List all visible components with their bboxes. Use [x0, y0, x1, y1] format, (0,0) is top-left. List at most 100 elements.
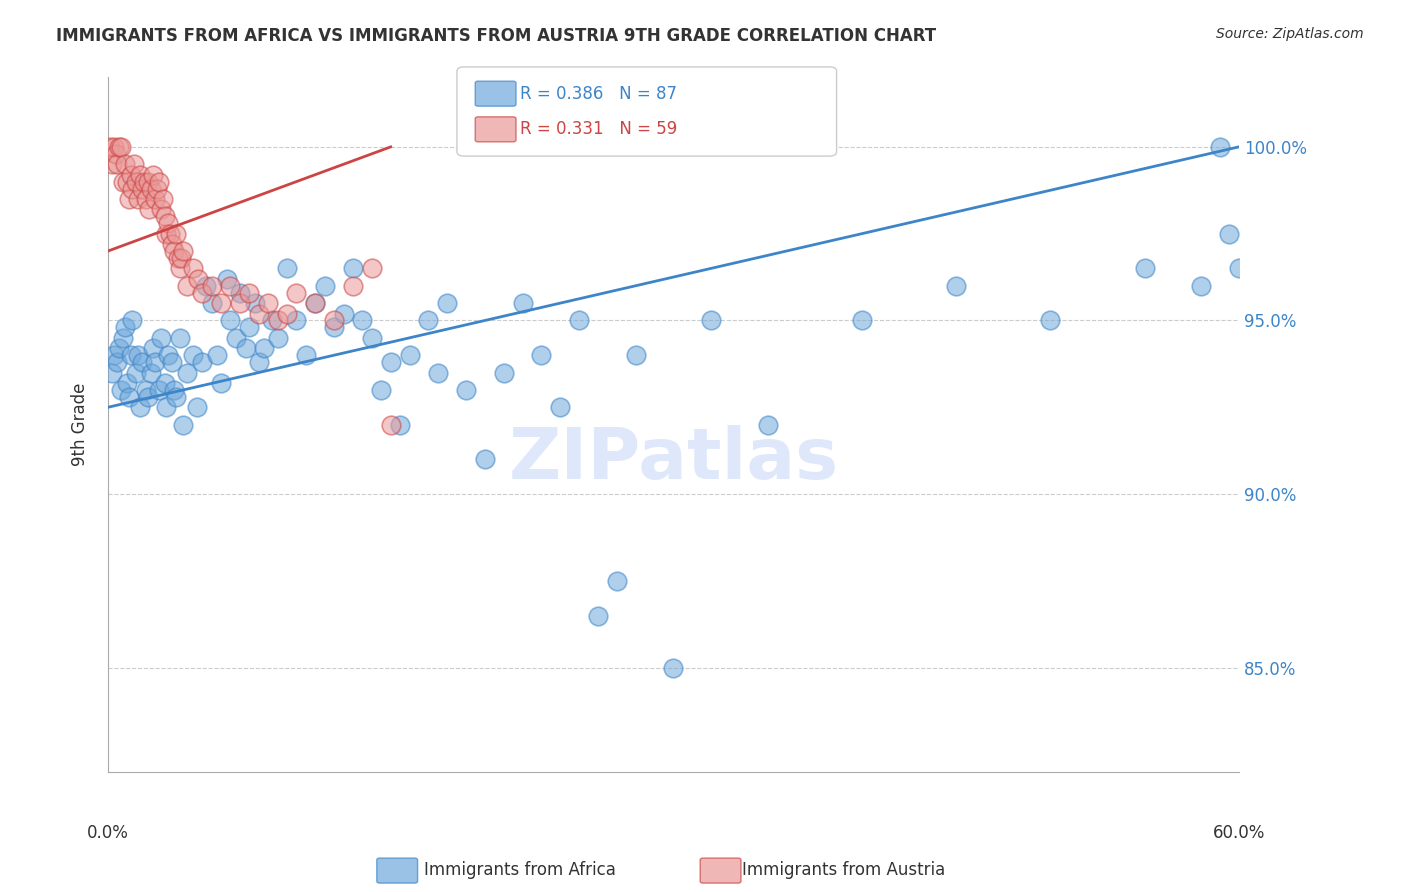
Immigrants from Africa: [136, 390, 159, 404]
Immigrants from Africa: [332, 306, 354, 320]
Immigrants from Austria: [166, 251, 188, 265]
Immigrants from Africa: [1218, 227, 1240, 241]
Immigrants from Austria: [108, 140, 131, 154]
Immigrants from Africa: [118, 390, 141, 404]
Text: 0.0%: 0.0%: [87, 824, 129, 842]
Text: Source: ZipAtlas.com: Source: ZipAtlas.com: [1216, 27, 1364, 41]
Immigrants from Austria: [247, 306, 270, 320]
Text: R = 0.331   N = 59: R = 0.331 N = 59: [520, 120, 678, 138]
Immigrants from Africa: [1189, 278, 1212, 293]
Immigrants from Africa: [153, 376, 176, 390]
Immigrants from Austria: [141, 181, 163, 195]
Immigrants from Africa: [756, 417, 779, 432]
Immigrants from Africa: [235, 341, 257, 355]
Immigrants from Africa: [143, 355, 166, 369]
Immigrants from Africa: [148, 383, 170, 397]
Immigrants from Africa: [108, 341, 131, 355]
Immigrants from Africa: [662, 660, 685, 674]
Immigrants from Africa: [191, 355, 214, 369]
Immigrants from Africa: [276, 261, 298, 276]
Immigrants from Africa: [115, 376, 138, 390]
Immigrants from Austria: [257, 296, 280, 310]
Immigrants from Africa: [155, 401, 177, 415]
Immigrants from Africa: [207, 348, 229, 362]
Immigrants from Africa: [107, 355, 129, 369]
Immigrants from Africa: [370, 383, 392, 397]
Immigrants from Africa: [304, 296, 326, 310]
Immigrants from Africa: [512, 296, 534, 310]
Immigrants from Africa: [112, 331, 135, 345]
Immigrants from Africa: [110, 383, 132, 397]
Immigrants from Africa: [454, 383, 477, 397]
Immigrants from Africa: [125, 366, 148, 380]
Immigrants from Africa: [1133, 261, 1156, 276]
Immigrants from Austria: [149, 202, 172, 217]
Text: ZIPatlas: ZIPatlas: [509, 425, 838, 494]
Immigrants from Africa: [380, 355, 402, 369]
Immigrants from Africa: [131, 355, 153, 369]
Immigrants from Africa: [1209, 140, 1232, 154]
Immigrants from Austria: [187, 272, 209, 286]
Immigrants from Austria: [121, 181, 143, 195]
Immigrants from Africa: [163, 383, 186, 397]
Immigrants from Africa: [149, 331, 172, 345]
Immigrants from Africa: [169, 331, 191, 345]
Y-axis label: 9th Grade: 9th Grade: [72, 383, 89, 467]
Immigrants from Africa: [243, 296, 266, 310]
Text: 60.0%: 60.0%: [1212, 824, 1265, 842]
Immigrants from Africa: [398, 348, 420, 362]
Immigrants from Austria: [124, 157, 146, 171]
Immigrants from Austria: [148, 175, 170, 189]
Immigrants from Austria: [360, 261, 382, 276]
Immigrants from Africa: [606, 574, 628, 588]
Immigrants from Africa: [103, 348, 125, 362]
Immigrants from Africa: [157, 348, 180, 362]
Immigrants from Austria: [159, 227, 181, 241]
Immigrants from Austria: [110, 140, 132, 154]
Immigrants from Austria: [165, 227, 187, 241]
Text: Immigrants from Austria: Immigrants from Austria: [742, 861, 945, 879]
Immigrants from Africa: [247, 355, 270, 369]
Immigrants from Africa: [352, 313, 374, 327]
Immigrants from Africa: [323, 320, 346, 334]
Text: Immigrants from Africa: Immigrants from Africa: [425, 861, 616, 879]
Immigrants from Austria: [170, 251, 193, 265]
Immigrants from Austria: [127, 192, 149, 206]
Immigrants from Africa: [530, 348, 553, 362]
Immigrants from Austria: [103, 140, 125, 154]
Immigrants from Africa: [492, 366, 515, 380]
Immigrants from Africa: [127, 348, 149, 362]
Immigrants from Austria: [155, 227, 177, 241]
Immigrants from Africa: [176, 366, 198, 380]
Immigrants from Austria: [238, 285, 260, 300]
Immigrants from Austria: [115, 175, 138, 189]
Immigrants from Austria: [120, 168, 142, 182]
Immigrants from Africa: [215, 272, 238, 286]
Immigrants from Austria: [114, 157, 136, 171]
Immigrants from Austria: [131, 181, 153, 195]
Immigrants from Austria: [219, 278, 242, 293]
Immigrants from Africa: [238, 320, 260, 334]
Immigrants from Austria: [136, 175, 159, 189]
Immigrants from Austria: [276, 306, 298, 320]
Immigrants from Africa: [186, 401, 208, 415]
Immigrants from Africa: [360, 331, 382, 345]
Immigrants from Africa: [100, 366, 122, 380]
Immigrants from Austria: [172, 244, 194, 258]
Immigrants from Austria: [125, 175, 148, 189]
Immigrants from Africa: [285, 313, 308, 327]
Immigrants from Austria: [112, 175, 135, 189]
Immigrants from Austria: [181, 261, 204, 276]
Immigrants from Austria: [160, 237, 183, 252]
Immigrants from Africa: [1227, 261, 1250, 276]
Immigrants from Austria: [129, 168, 152, 182]
Immigrants from Austria: [100, 157, 122, 171]
Immigrants from Africa: [851, 313, 873, 327]
Immigrants from Africa: [129, 401, 152, 415]
Immigrants from Africa: [436, 296, 458, 310]
Immigrants from Africa: [141, 366, 163, 380]
Immigrants from Africa: [260, 313, 283, 327]
Immigrants from Austria: [107, 157, 129, 171]
Immigrants from Africa: [225, 331, 247, 345]
Immigrants from Africa: [550, 401, 572, 415]
